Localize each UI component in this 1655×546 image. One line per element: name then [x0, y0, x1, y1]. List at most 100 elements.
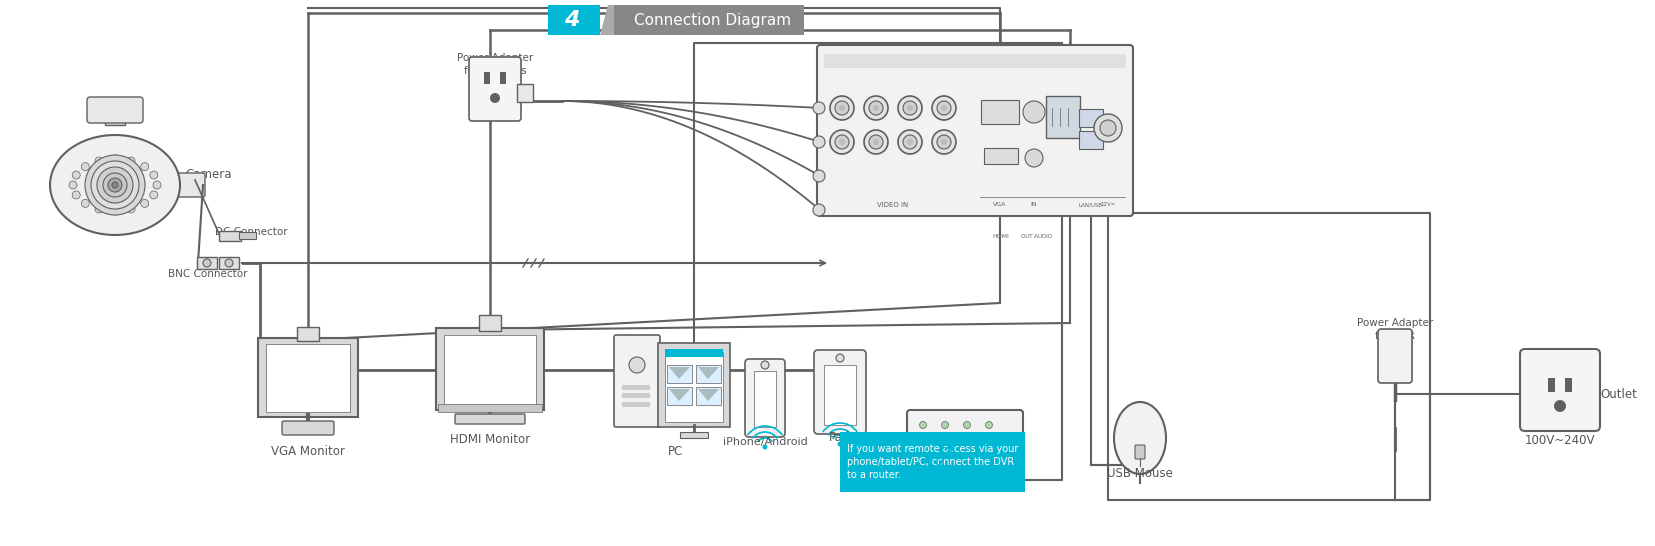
Text: Router: Router — [940, 452, 980, 465]
Bar — [548, 5, 599, 35]
Circle shape — [902, 101, 917, 115]
FancyBboxPatch shape — [907, 410, 1023, 444]
Text: Power Adapter
for cameras: Power Adapter for cameras — [457, 53, 533, 76]
FancyBboxPatch shape — [218, 231, 242, 241]
Text: 100V~240V: 100V~240V — [1524, 434, 1594, 447]
Bar — [500, 72, 506, 84]
Polygon shape — [697, 367, 718, 379]
Circle shape — [839, 105, 844, 111]
Circle shape — [761, 361, 768, 369]
Bar — [667, 387, 692, 405]
Circle shape — [70, 181, 76, 189]
Bar — [680, 432, 708, 438]
Circle shape — [152, 181, 161, 189]
Bar — [437, 404, 541, 412]
Text: VIDEO IN: VIDEO IN — [877, 202, 909, 208]
Circle shape — [897, 96, 922, 120]
Text: iPhone/Android: iPhone/Android — [722, 437, 808, 447]
FancyBboxPatch shape — [218, 257, 238, 269]
Text: Power Adapter
for DVR: Power Adapter for DVR — [1355, 318, 1432, 341]
Circle shape — [985, 422, 991, 429]
Text: BNC Connector: BNC Connector — [167, 269, 247, 279]
Polygon shape — [669, 389, 690, 401]
FancyBboxPatch shape — [1079, 109, 1102, 127]
Bar — [839, 432, 1024, 492]
Circle shape — [94, 205, 103, 213]
Bar — [975, 434, 986, 441]
FancyBboxPatch shape — [281, 421, 334, 435]
Text: IN: IN — [1029, 203, 1036, 207]
Circle shape — [1023, 101, 1044, 123]
Bar — [957, 434, 968, 441]
Circle shape — [907, 139, 912, 145]
Text: HDMI Monitor: HDMI Monitor — [450, 433, 530, 446]
FancyBboxPatch shape — [170, 173, 205, 197]
Bar — [444, 335, 536, 405]
Circle shape — [81, 163, 89, 170]
Bar — [1564, 378, 1571, 392]
Text: 4: 4 — [563, 10, 579, 30]
Text: VGA: VGA — [993, 203, 1006, 207]
Text: PC: PC — [669, 445, 684, 458]
Circle shape — [204, 259, 210, 267]
Circle shape — [837, 442, 842, 447]
Circle shape — [932, 96, 955, 120]
Circle shape — [81, 199, 89, 207]
Bar — [266, 344, 349, 412]
Circle shape — [73, 171, 79, 179]
Circle shape — [108, 178, 122, 192]
Circle shape — [113, 182, 118, 188]
Circle shape — [127, 205, 136, 213]
FancyBboxPatch shape — [1079, 131, 1102, 149]
Circle shape — [932, 130, 955, 154]
Circle shape — [919, 422, 925, 429]
Circle shape — [869, 101, 882, 115]
FancyBboxPatch shape — [657, 343, 730, 427]
Bar — [753, 371, 776, 427]
Circle shape — [869, 135, 882, 149]
Circle shape — [864, 130, 887, 154]
Bar — [667, 365, 692, 383]
FancyBboxPatch shape — [1519, 349, 1599, 431]
FancyBboxPatch shape — [1046, 96, 1079, 138]
Circle shape — [902, 135, 917, 149]
Circle shape — [1094, 114, 1122, 142]
Bar — [483, 72, 490, 84]
Circle shape — [813, 102, 824, 114]
Circle shape — [907, 105, 912, 111]
Circle shape — [813, 136, 824, 148]
Bar — [824, 54, 1125, 68]
Circle shape — [834, 135, 849, 149]
FancyBboxPatch shape — [614, 335, 660, 427]
FancyBboxPatch shape — [296, 327, 319, 341]
Text: Pad: Pad — [829, 431, 851, 444]
Circle shape — [94, 157, 103, 165]
Circle shape — [963, 422, 970, 429]
Circle shape — [942, 422, 948, 429]
Circle shape — [91, 161, 139, 209]
Circle shape — [829, 130, 854, 154]
Text: Connection Diagram: Connection Diagram — [634, 13, 791, 27]
Circle shape — [490, 93, 500, 103]
Bar — [622, 385, 650, 390]
Circle shape — [834, 101, 849, 115]
Circle shape — [897, 130, 922, 154]
FancyBboxPatch shape — [478, 315, 501, 331]
Circle shape — [73, 191, 79, 199]
FancyBboxPatch shape — [197, 257, 217, 269]
Circle shape — [829, 96, 854, 120]
Ellipse shape — [1114, 402, 1165, 474]
Text: DC Connector: DC Connector — [215, 227, 288, 237]
Text: LAN/USB: LAN/USB — [1079, 203, 1102, 207]
Bar — [824, 365, 856, 425]
Bar — [622, 402, 650, 407]
Text: VGA Monitor: VGA Monitor — [271, 445, 344, 458]
Circle shape — [872, 139, 879, 145]
Circle shape — [149, 191, 157, 199]
Circle shape — [839, 139, 844, 145]
Text: Camera: Camera — [185, 169, 232, 181]
Bar — [920, 434, 932, 441]
FancyBboxPatch shape — [516, 84, 533, 102]
FancyBboxPatch shape — [814, 350, 866, 434]
Circle shape — [761, 444, 766, 449]
